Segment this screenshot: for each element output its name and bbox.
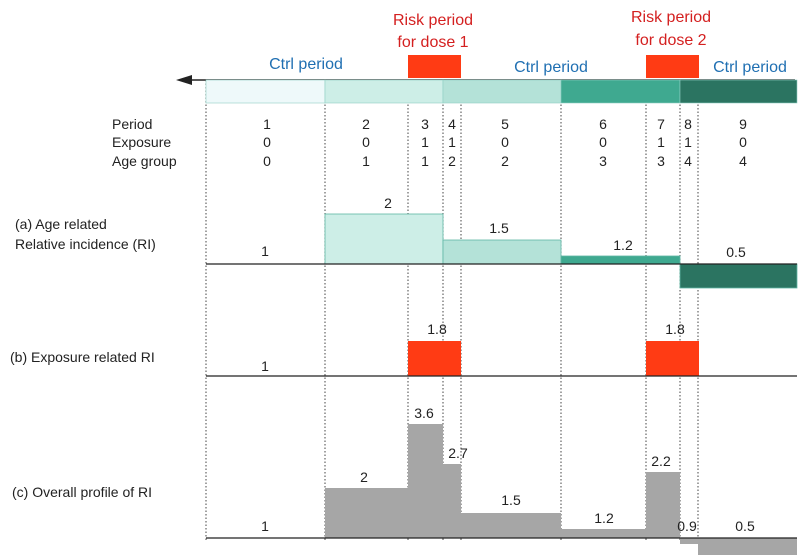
panel-c-bar-p2	[325, 488, 408, 538]
table-cell-exposure: 0	[263, 134, 271, 150]
panel-b-bar-dose2	[646, 341, 699, 376]
panel-a-value-0-5: 0.5	[726, 244, 746, 260]
table-cell-age: 4	[684, 153, 692, 169]
age-segment-1	[324, 79, 444, 104]
panel-c-value-p5: 1.5	[501, 492, 521, 508]
risk-period-2-line2: for dose 2	[635, 32, 706, 49]
panel-c-value-p9: 0.5	[735, 518, 755, 534]
panel-a-value-1-5: 1.5	[489, 220, 509, 236]
table-cell-period: 4	[448, 116, 456, 132]
risk-period-1-marker	[408, 55, 461, 78]
age-segment-4	[679, 79, 798, 104]
table-cells: 1 0 0 2 0 1 3 1 1 4 1 2 5 0 2 6 0 3 7 1 3 8 1 4 9 0 4	[263, 116, 747, 169]
table-cell-age: 3	[657, 153, 665, 169]
panel-a-bar-age3	[560, 255, 681, 265]
risk-period-1-line1: Risk period	[393, 12, 473, 29]
table-cell-age: 1	[421, 153, 429, 169]
panel-a-bar-age1	[324, 213, 444, 265]
panel-a-label-line2: Relative incidence (RI)	[15, 236, 156, 252]
panel-c-value-p4: 2.7	[448, 445, 468, 461]
risk-period-1-line2: for dose 1	[397, 34, 468, 51]
table-cell-exposure: 1	[448, 134, 456, 150]
panel-c-bars	[325, 424, 797, 555]
table-cell-exposure: 1	[421, 134, 429, 150]
age-segment-0	[205, 79, 326, 104]
panel-c-value-p8: 0.9	[677, 518, 697, 534]
table-cell-period: 5	[501, 116, 509, 132]
table-cell-age: 2	[501, 153, 509, 169]
risk-period-2-marker	[646, 55, 699, 78]
panel-b-value-dose1: 1.8	[427, 321, 447, 337]
table-cell-exposure: 1	[684, 134, 692, 150]
panel-b-value-1: 1	[261, 358, 269, 374]
panel-a-value-1-2: 1.2	[613, 237, 633, 253]
table-cell-exposure: 0	[362, 134, 370, 150]
ctrl-period-label-3: Ctrl period	[713, 59, 787, 76]
table-cell-exposure: 1	[657, 134, 665, 150]
table-cell-period: 6	[599, 116, 607, 132]
panel-c-overall-profile: (c) Overall profile of RI 1 2 3.6 2.7 1.…	[12, 405, 797, 555]
panel-c-value-p1: 1	[261, 518, 269, 534]
table-cell-age: 2	[448, 153, 456, 169]
table-cell-period: 1	[263, 116, 271, 132]
table-cell-age: 4	[739, 153, 747, 169]
table-cell-period: 3	[421, 116, 429, 132]
panel-c-bar-p9	[698, 538, 797, 555]
panel-c-bar-p3	[408, 424, 443, 538]
panel-c-value-p7: 2.2	[651, 453, 671, 469]
panel-c-value-p2: 2	[360, 469, 368, 485]
table-cell-exposure: 0	[739, 134, 747, 150]
panel-b-bar-dose1	[408, 341, 461, 376]
table-cell-exposure: 0	[501, 134, 509, 150]
table-cell-exposure: 0	[599, 134, 607, 150]
panel-c-bar-p4	[443, 464, 461, 538]
panel-b-value-dose2: 1.8	[665, 321, 685, 337]
ctrl-period-label-1: Ctrl period	[269, 56, 343, 73]
row-label-exposure: Exposure	[112, 134, 171, 150]
risk-period-2-line1: Risk period	[631, 9, 711, 26]
panel-c-bar-p8	[680, 538, 698, 544]
panel-c-label: (c) Overall profile of RI	[12, 484, 152, 500]
panel-a-value-1: 1	[261, 243, 269, 259]
panel-b-exposure-related: (b) Exposure related RI 1 1.8 1.8	[10, 321, 797, 377]
panel-c-bar-p7	[646, 472, 680, 538]
table-cell-period: 9	[739, 116, 747, 132]
panel-a-label-line1: (a) Age related	[15, 216, 107, 232]
table-cell-age: 3	[599, 153, 607, 169]
age-segment-2	[442, 79, 562, 104]
panel-c-bar-p5	[461, 513, 561, 538]
age-segment-3	[560, 79, 681, 104]
panel-a-bar-age4	[679, 263, 798, 289]
table-cell-period: 7	[657, 116, 665, 132]
row-label-period: Period	[112, 116, 152, 132]
panel-a-value-2: 2	[384, 195, 392, 211]
panel-b-label: (b) Exposure related RI	[10, 349, 155, 365]
table-cell-period: 2	[362, 116, 370, 132]
panel-c-bar-p6	[561, 529, 646, 538]
period-table: Period Exposure Age group 1 0 0 2 0 1 3 1 1 4 1 2 5 0…	[112, 116, 747, 169]
ctrl-period-label-2: Ctrl period	[514, 59, 588, 76]
panel-c-value-p3: 3.6	[414, 405, 434, 421]
panel-a-age-related: (a) Age related Relative incidence (RI) …	[15, 195, 798, 289]
table-cell-period: 8	[684, 116, 692, 132]
panel-c-value-p6: 1.2	[594, 510, 614, 526]
age-segment-band	[205, 79, 798, 104]
table-cell-age: 0	[263, 153, 271, 169]
row-label-age-group: Age group	[112, 153, 177, 169]
panel-a-bar-age2	[442, 239, 562, 265]
table-cell-age: 1	[362, 153, 370, 169]
